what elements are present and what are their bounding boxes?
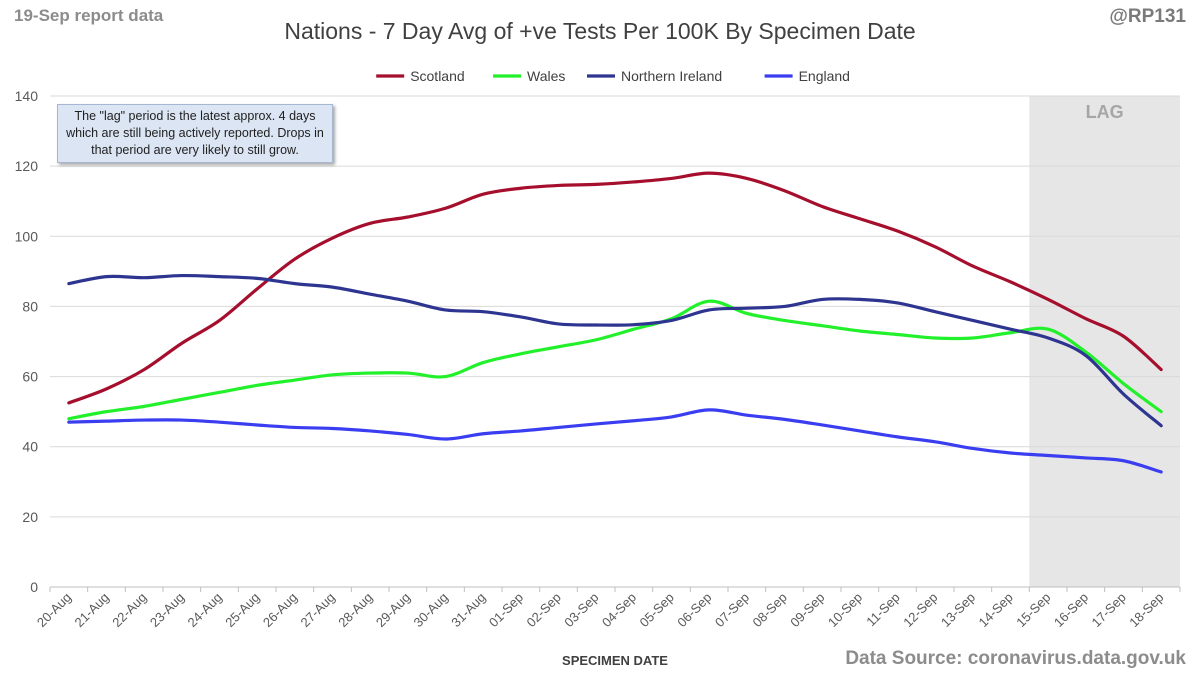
- legend-label-scotland: Scotland: [410, 68, 464, 84]
- y-tick-label: 40: [22, 439, 38, 455]
- y-tick-label: 100: [15, 228, 39, 244]
- y-axis-ticks: 0 20 40 60 80 100 120 140: [15, 88, 39, 595]
- x-tick-label: 18-Sep: [1126, 590, 1166, 630]
- x-tick-label: 16-Sep: [1051, 590, 1091, 630]
- x-tick-label: 14-Sep: [976, 590, 1016, 630]
- lag-region: [1029, 96, 1180, 587]
- x-tick-label: 21-Aug: [72, 590, 112, 630]
- y-tick-label: 20: [22, 509, 38, 525]
- x-tick-label: 28-Aug: [335, 590, 375, 630]
- chart-title: Nations - 7 Day Avg of +ve Tests Per 100…: [284, 18, 916, 44]
- lag-note-box: The "lag" period is the latest approx. 4…: [57, 104, 333, 163]
- data-source: Data Source: coronavirus.data.gov.uk: [845, 648, 1186, 669]
- x-tick-label: 13-Sep: [938, 590, 978, 630]
- x-tick-label: 07-Sep: [712, 590, 752, 630]
- x-tick-label: 20-Aug: [34, 590, 74, 630]
- legend-label-england: England: [799, 68, 850, 84]
- y-tick-label: 60: [22, 369, 38, 385]
- x-tick-label: 17-Sep: [1089, 590, 1129, 630]
- legend-label-northern-ireland: Northern Ireland: [621, 68, 722, 84]
- series-line-scotland: [67, 171, 1163, 405]
- y-tick-label: 0: [30, 579, 38, 595]
- x-tick-label: 22-Aug: [109, 590, 149, 630]
- x-axis-label: SPECIMEN DATE: [562, 653, 668, 668]
- legend-label-wales: Wales: [527, 68, 565, 84]
- x-tick-label: 01-Sep: [486, 590, 526, 630]
- x-tick-label: 03-Sep: [561, 590, 601, 630]
- x-axis: 20-Aug21-Aug22-Aug23-Aug24-Aug25-Aug26-A…: [34, 587, 1181, 630]
- y-tick-label: 140: [15, 88, 39, 104]
- x-tick-label: 31-Aug: [448, 590, 488, 630]
- report-date-tag: 19-Sep report data: [14, 6, 164, 25]
- x-tick-label: 05-Sep: [637, 590, 677, 630]
- x-tick-label: 11-Sep: [863, 590, 903, 630]
- x-tick-label: 24-Aug: [185, 590, 225, 630]
- series-lines: [67, 171, 1163, 474]
- x-tick-label: 25-Aug: [222, 590, 262, 630]
- author-handle: @RP131: [1109, 6, 1186, 27]
- gridlines: [50, 95, 1180, 588]
- y-tick-label: 120: [15, 158, 39, 174]
- x-tick-label: 06-Sep: [674, 590, 714, 630]
- x-tick-label: 08-Sep: [750, 590, 790, 630]
- x-tick-label: 09-Sep: [787, 590, 827, 630]
- series-line-northern-ireland: [67, 273, 1163, 428]
- y-tick-label: 80: [22, 298, 38, 314]
- lag-label: LAG: [1086, 102, 1124, 122]
- x-tick-label: 30-Aug: [411, 590, 451, 630]
- legend: Scotland Wales Northern Ireland England: [376, 68, 850, 84]
- x-tick-label: 29-Aug: [373, 590, 413, 630]
- x-tick-label: 12-Sep: [900, 590, 940, 630]
- x-tick-label: 27-Aug: [298, 590, 338, 630]
- x-tick-label: 23-Aug: [147, 590, 187, 630]
- series-line-england: [67, 408, 1163, 474]
- x-tick-label: 04-Sep: [599, 590, 639, 630]
- x-tick-label: 02-Sep: [524, 590, 564, 630]
- x-tick-label: 26-Aug: [260, 590, 300, 630]
- x-tick-label: 10-Sep: [825, 590, 865, 630]
- series-line-wales: [67, 299, 1163, 421]
- x-tick-label: 15-Sep: [1013, 590, 1053, 630]
